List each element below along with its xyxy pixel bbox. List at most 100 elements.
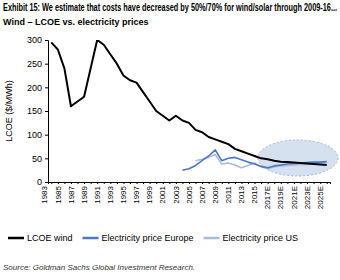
x-tick-mark [78, 182, 79, 184]
x-tick-mark [156, 182, 157, 184]
series-line [182, 150, 326, 170]
x-tick-mark [281, 182, 282, 184]
y-tick-label: 200 [27, 83, 42, 93]
source: Source: Goldman Sachs Global Investment … [3, 263, 195, 272]
x-tick-mark [110, 182, 111, 184]
x-tick-mark [189, 182, 190, 184]
x-tick: 2005 [185, 182, 196, 204]
x-tick [58, 182, 59, 184]
x-tick-label: 2009 [211, 185, 220, 203]
x-tick-mark [84, 182, 85, 184]
x-tick: 1987 [67, 182, 78, 204]
y-tick-mark [45, 182, 48, 183]
x-tick-mark [117, 182, 118, 184]
x-tick-mark [274, 182, 275, 184]
y-tick-label: 250 [27, 59, 42, 69]
y-tick-mark [45, 135, 48, 136]
x-tick-mark [64, 182, 65, 184]
x-tick-label: 2001 [158, 185, 167, 203]
x-tick-mark [222, 182, 223, 184]
x-tick-label: 2005 [185, 185, 194, 203]
x-tick-label: 2019E [276, 186, 285, 209]
x-tick-mark [143, 182, 144, 184]
y-tick-label: 100 [27, 130, 42, 140]
x-tick-mark [182, 182, 183, 184]
x-tick [241, 182, 242, 184]
x-tick-label: 1991 [93, 185, 102, 203]
x-tick-label: 2015 [250, 185, 259, 203]
x-tick-mark [300, 182, 301, 184]
x-tick-label: 1989 [80, 185, 89, 203]
title: Exhibit 15: We estimate that costs have … [3, 2, 337, 13]
x-tick: 1995 [119, 182, 130, 204]
y-tick-label: 300 [27, 35, 42, 45]
legend-swatch [83, 237, 99, 240]
x-tick-mark [255, 182, 256, 184]
x-tick: 2007 [198, 182, 209, 204]
x-tick-label: 2023E [303, 186, 312, 209]
x-tick: 2017E [263, 182, 274, 209]
legend-label: LCOE wind [27, 233, 73, 243]
y-axis-line [45, 41, 49, 183]
x-tick [137, 182, 138, 184]
x-tick [189, 182, 190, 184]
x-tick [320, 182, 321, 184]
x-tick [281, 182, 282, 184]
x-tick-mark [287, 182, 288, 184]
x-tick-label: 1999 [145, 185, 154, 203]
x-tick [268, 182, 269, 184]
y-tick-mark [45, 158, 48, 159]
x-tick-mark [209, 182, 210, 184]
x-tick-label: 1985 [53, 185, 62, 203]
x-tick-label: 1983 [40, 185, 49, 203]
x-tick: 2011 [224, 182, 235, 203]
x-tick [215, 182, 216, 184]
highlight-ellipse [258, 140, 338, 176]
x-tick-mark [235, 182, 236, 184]
x-tick: 2025E [316, 182, 327, 209]
x-tick-mark [104, 182, 105, 184]
x-tick [110, 182, 111, 184]
x-tick [176, 182, 177, 184]
x-tick-mark [241, 182, 242, 184]
x-tick-mark [314, 182, 315, 184]
y-tick: 200 [27, 83, 48, 93]
x-tick-mark [261, 182, 262, 184]
y-tick-mark [45, 87, 48, 88]
x-tick-mark [123, 182, 124, 184]
x-tick-mark [71, 182, 72, 184]
x-tick-mark [202, 182, 203, 184]
x-tick: 1999 [145, 182, 156, 204]
x-tick: 2013 [237, 182, 248, 204]
x-tick-mark [58, 182, 59, 184]
x-tick: 2021E [290, 182, 301, 209]
x-tick-mark [169, 182, 170, 184]
y-tick: 250 [27, 59, 48, 69]
x-tick: 2019E [276, 182, 287, 209]
x-tick-mark [294, 182, 295, 184]
x-tick-mark [51, 182, 52, 184]
x-tick: 1993 [106, 182, 117, 204]
x-tick: 1991 [93, 182, 104, 204]
y-tick-label: 0 [37, 177, 42, 187]
x-tick [97, 182, 98, 184]
x-tick [123, 182, 124, 184]
x-tick-mark [228, 182, 229, 184]
x-tick-label: 2007 [198, 185, 207, 203]
x-tick-label: 2013 [237, 185, 246, 203]
y-tick-label: 50 [32, 154, 42, 164]
x-tick: 2015 [250, 182, 261, 204]
series-line [51, 40, 326, 165]
x-tick-label: 2003 [172, 185, 181, 203]
x-tick: 2009 [211, 182, 222, 204]
x-axis-line [49, 183, 331, 185]
x-tick-mark [327, 182, 328, 184]
x-tick-mark [91, 182, 92, 184]
x-tick: 2001 [158, 182, 169, 204]
x-tick: 2003 [172, 182, 183, 204]
legend-label: Electricity price Europe [102, 233, 194, 243]
y-tick: 150 [27, 106, 48, 116]
x-tick-label: 1995 [119, 185, 128, 203]
chart: Exhibit 15: We estimate that costs have … [0, 0, 340, 280]
x-tick: 1985 [53, 182, 64, 204]
